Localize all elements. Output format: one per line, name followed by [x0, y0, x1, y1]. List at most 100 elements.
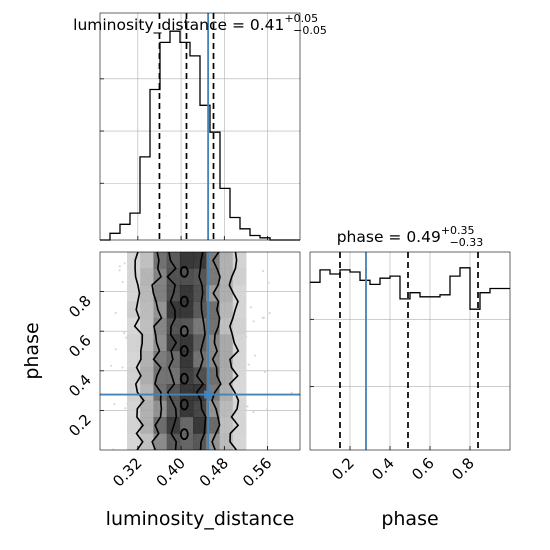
density-cell [219, 318, 234, 335]
contour-level-0 [195, 252, 207, 450]
density-cell [153, 433, 168, 450]
density-cell [127, 400, 141, 418]
density-cell [153, 334, 168, 352]
x-tick-label-luminosity-distance: 0.32 [109, 454, 145, 490]
tick-marks [310, 318, 471, 450]
reference-lines [339, 252, 479, 450]
sample-point [124, 407, 127, 410]
contour-level-0 [166, 252, 178, 450]
density-cell [179, 433, 194, 450]
sample-point [262, 270, 265, 273]
density-cell [206, 301, 220, 319]
sample-point [125, 336, 128, 339]
sample-point [247, 363, 250, 366]
y-tick-label-phase: 0.6 [65, 331, 95, 361]
contour-level-1 [211, 252, 222, 450]
density-cell [140, 301, 154, 319]
density-cell [193, 252, 207, 269]
density-cell [179, 334, 194, 352]
contour-level-1 [151, 252, 163, 450]
sample-point [123, 262, 126, 265]
density-cell [206, 417, 220, 434]
density-cell [140, 400, 154, 418]
density-cell [179, 268, 194, 286]
y-tick-label-phase: 0.4 [65, 371, 95, 401]
truth-lines [100, 252, 300, 450]
density-cell [219, 367, 234, 385]
sample-point [261, 316, 264, 319]
density-cell [153, 252, 168, 269]
title-luminosity-distance-upper: +0.05 [284, 12, 318, 25]
density-cell [219, 252, 234, 269]
density-cell [219, 334, 234, 352]
title-luminosity-distance-main: luminosity_distance = 0.41 [73, 16, 284, 35]
panel-frame [309, 251, 511, 451]
density-cell [153, 400, 168, 418]
density-cell [127, 268, 141, 286]
sample-point [118, 269, 121, 272]
density-cell [140, 351, 154, 368]
tick-marks [100, 78, 268, 240]
density-cell [179, 285, 194, 302]
sample-point [267, 281, 270, 284]
sample-point [121, 280, 124, 283]
density-cell [127, 384, 141, 401]
sample-point [113, 403, 116, 406]
y-tick-label-phase: 0.2 [65, 411, 95, 441]
density-cell [206, 268, 220, 286]
density-cell [127, 351, 141, 368]
sample-point [253, 354, 257, 357]
sample-point [249, 306, 252, 309]
histogram-luminosity-distance [100, 30, 300, 241]
panel-frame [99, 251, 301, 451]
density-cell [140, 252, 154, 269]
title-phase-upper: +0.35 [441, 224, 475, 237]
contour-inner-blob [179, 372, 189, 385]
x-tick-label-phase: 0.8 [448, 454, 478, 484]
contour-inner-blob [179, 398, 189, 411]
density-cell [232, 252, 247, 269]
density-cell [140, 285, 154, 302]
x-tick-label-phase: 0.6 [408, 454, 438, 484]
density-cell [193, 301, 207, 319]
density-cell [193, 384, 207, 401]
density-cell [232, 285, 247, 302]
density-cell [232, 417, 247, 434]
x-axis-label-phase: phase [381, 508, 438, 530]
truth-marker [204, 390, 213, 399]
contour-inner-blob [179, 265, 189, 278]
density-cell [127, 252, 141, 269]
contour-level-2 [228, 252, 240, 450]
contour-inner-blob [179, 345, 189, 357]
title-phase-main: phase = 0.49 [337, 228, 441, 246]
contour-inner-blob [179, 428, 189, 441]
density-cell [219, 285, 234, 302]
x-tick-label-phase: 0.2 [328, 454, 358, 484]
sample-point [268, 312, 271, 315]
contour-level-2 [133, 252, 145, 450]
x-tick-label-phase: 0.4 [368, 454, 398, 484]
density-cell [193, 285, 207, 302]
density-cell [206, 433, 220, 450]
histogram-step-line [310, 267, 510, 310]
density-cell [166, 301, 181, 319]
density-cell [232, 433, 247, 450]
density-cell [219, 301, 234, 319]
sample-point [114, 311, 117, 314]
panel-phase-hist: phase = 0.49+0.35 −0.33 [309, 224, 511, 451]
density-cell [153, 285, 168, 302]
sample-point [112, 448, 115, 450]
y-axis-label-phase: phase [21, 322, 43, 379]
density-cell [127, 285, 141, 302]
y-tick-label-phase: 0.8 [65, 292, 95, 322]
x-tick-label-luminosity-distance: 0.48 [196, 454, 232, 490]
sample-point [266, 408, 269, 411]
density-cell [232, 268, 247, 286]
density-cell [179, 252, 194, 269]
title-phase-lower: −0.33 [450, 236, 484, 249]
density-cell [153, 367, 168, 385]
density-cell [193, 417, 207, 434]
sample-point [114, 348, 117, 351]
panel-frame [99, 12, 301, 241]
